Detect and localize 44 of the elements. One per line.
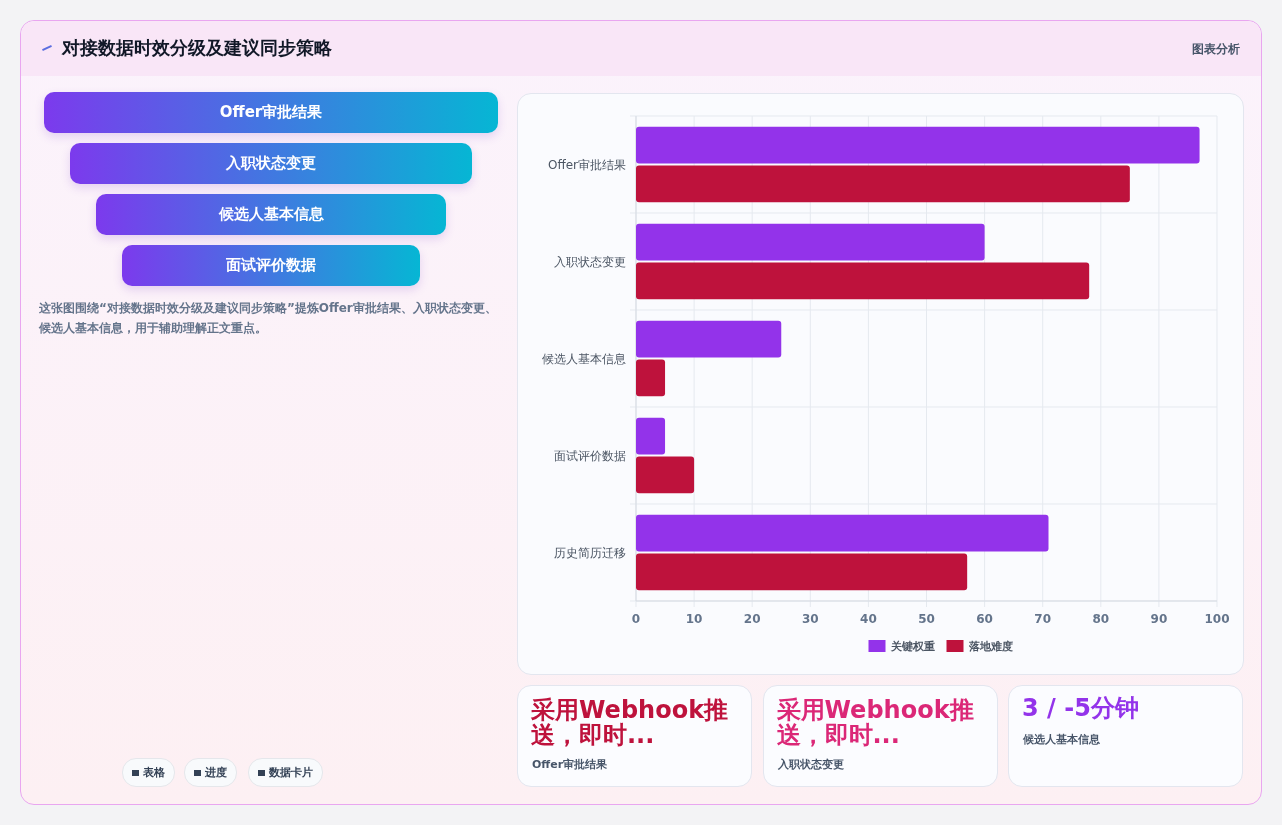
category-label: Offer审批结果 bbox=[44, 92, 498, 133]
x-tick-label: 70 bbox=[1034, 612, 1052, 626]
text: 这张图围绕“对接数据时效分级及建议同步策略”提炼Offer审批结果、入职状态变更、候选人基本信息，用于辅助理解正文重点。 bbox=[39, 300, 498, 337]
bar bbox=[636, 456, 695, 494]
text: 入职状态变更 bbox=[777, 757, 844, 772]
x-tick-label: 40 bbox=[860, 612, 877, 626]
bar bbox=[636, 320, 782, 358]
y-tick-label: 面试评价数据 bbox=[554, 448, 626, 463]
bar bbox=[636, 126, 1200, 164]
text: 3 / -5分钟 bbox=[1022, 694, 1140, 722]
text: 采用Webhook推送，即时... bbox=[531, 696, 730, 749]
y-tick-label: 候选人基本信息 bbox=[542, 351, 626, 366]
x-tick-label: 0 bbox=[631, 612, 641, 626]
text: Offer审批结果 bbox=[532, 757, 608, 772]
legend-label: 落地难度 bbox=[967, 640, 1013, 653]
text: 图表分析 bbox=[1192, 41, 1240, 58]
category-label: 候选人基本信息 bbox=[96, 194, 446, 235]
x-tick-label: 30 bbox=[801, 612, 819, 626]
x-tick-label: 50 bbox=[918, 612, 935, 626]
x-tick-label: 100 bbox=[1204, 612, 1230, 626]
text: 进度 bbox=[205, 765, 227, 780]
bar bbox=[636, 165, 1130, 203]
legend-label: 关键权重 bbox=[889, 640, 935, 653]
text: 候选人基本信息 bbox=[1023, 732, 1100, 747]
x-tick-label: 20 bbox=[743, 612, 761, 626]
bar bbox=[636, 359, 666, 397]
y-tick-label: 入职状态变更 bbox=[554, 254, 626, 269]
text: 对接数据时效分级及建议同步策略 bbox=[62, 36, 332, 60]
category-label: 入职状态变更 bbox=[70, 143, 472, 184]
bar bbox=[636, 553, 968, 591]
y-tick-label: 历史简历迁移 bbox=[554, 545, 626, 560]
x-tick-label: 10 bbox=[685, 612, 703, 626]
text: 采用Webhook推送，即时... bbox=[776, 696, 975, 749]
x-tick-label: 80 bbox=[1092, 612, 1110, 626]
x-tick-label: 60 bbox=[976, 612, 993, 626]
bar bbox=[636, 417, 666, 455]
x-tick-label: 90 bbox=[1150, 612, 1168, 626]
bar bbox=[636, 514, 1049, 552]
text: 数据卡片 bbox=[269, 765, 313, 780]
bar bbox=[636, 262, 1090, 300]
category-label: 面试评价数据 bbox=[122, 245, 420, 286]
text: 表格 bbox=[143, 765, 165, 780]
bar bbox=[636, 223, 985, 261]
y-tick-label: Offer审批结果 bbox=[547, 157, 626, 172]
